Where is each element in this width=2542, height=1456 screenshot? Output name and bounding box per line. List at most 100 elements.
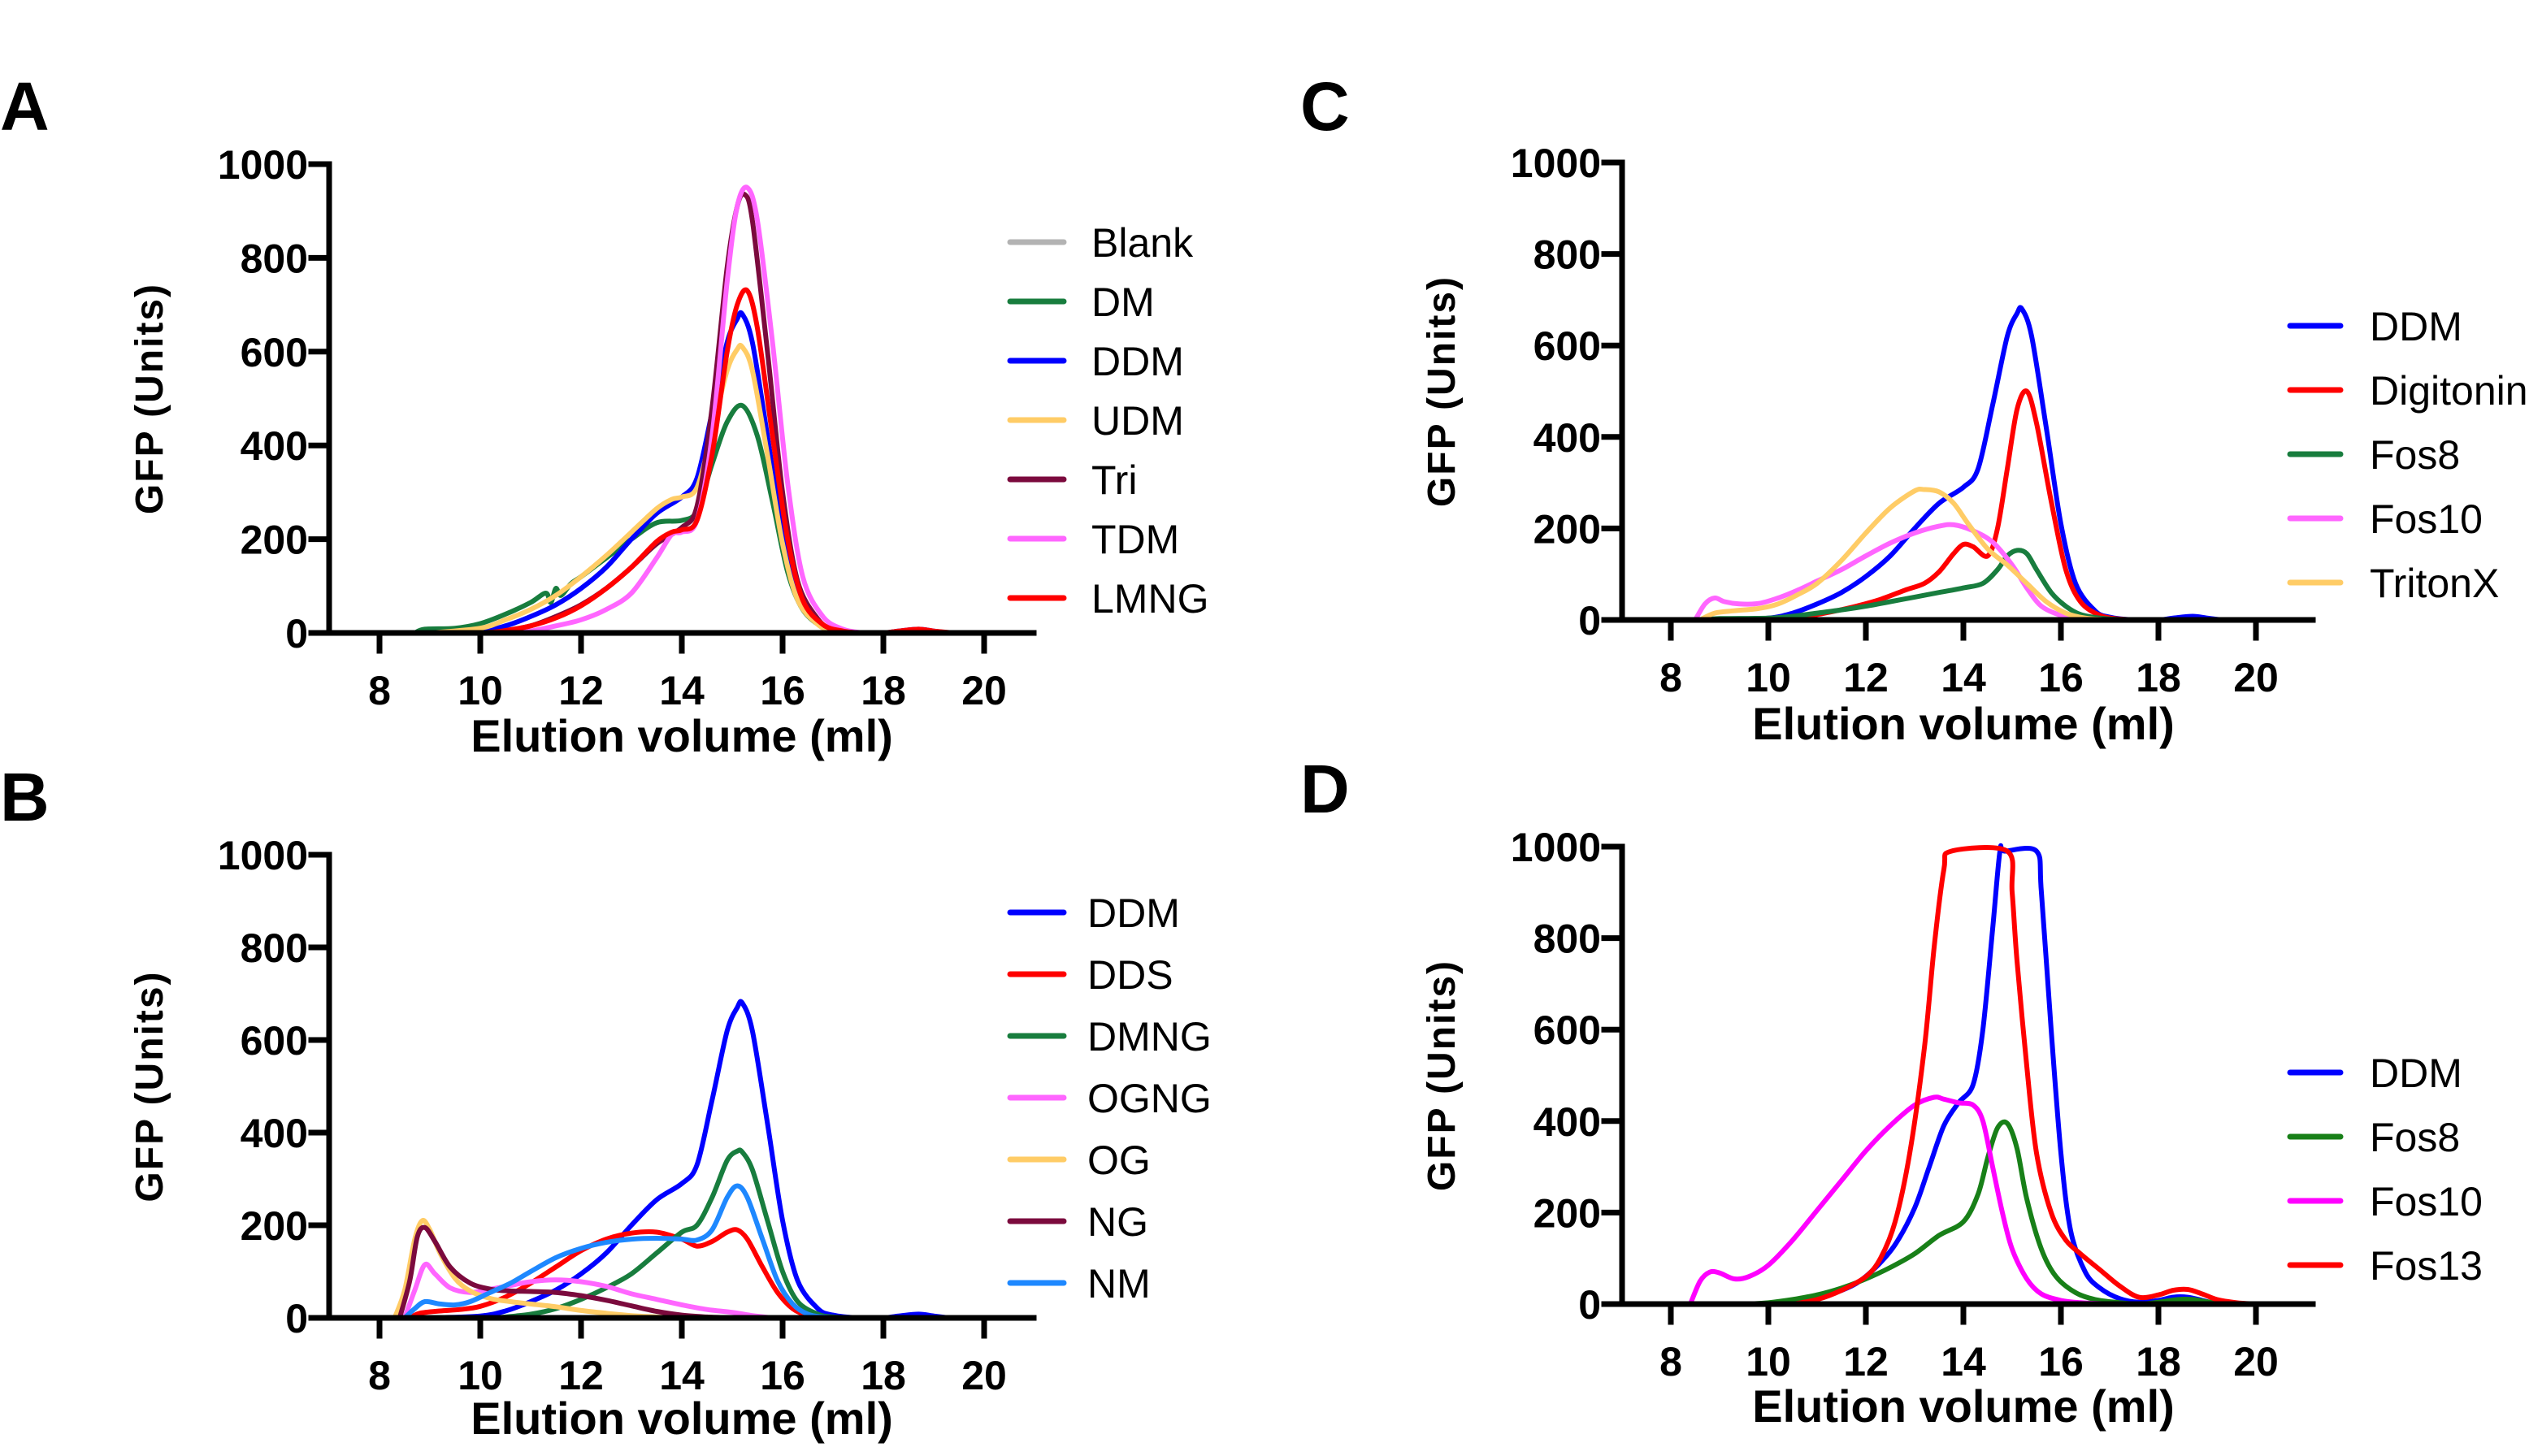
series-line-nm (402, 1183, 846, 1320)
x-tick-label: 16 (2038, 1339, 2084, 1384)
legend-label: OG (1087, 1138, 1151, 1183)
y-axis-title: GFP (Units) (128, 970, 171, 1202)
legend-item: TDM (1007, 517, 1179, 562)
y-tick-label: 200 (241, 1203, 308, 1249)
legend-label: Fos13 (2370, 1243, 2483, 1289)
x-tick-label: 18 (2136, 655, 2181, 700)
x-tick-label: 18 (2136, 1339, 2181, 1384)
series-line-udm (427, 342, 861, 635)
legend-label: DMNG (1087, 1014, 1212, 1060)
legend-label: LMNG (1091, 576, 1208, 622)
legend-item: Fos8 (2287, 432, 2460, 478)
y-tick-label: 600 (1533, 1008, 1601, 1053)
series-line-ddm (1717, 305, 2224, 623)
x-tick-label: 8 (1659, 1339, 1682, 1384)
legend-item: Fos13 (2287, 1243, 2483, 1289)
legend-item: Fos8 (2287, 1115, 2460, 1160)
series-line-fos10 (1688, 1094, 2141, 1307)
panel-letter: D (1300, 751, 1350, 827)
x-tick-label: 16 (760, 668, 805, 713)
x-tick-label: 20 (2233, 1339, 2279, 1384)
legend-label: Blank (1091, 220, 1194, 266)
series-line-ogng (402, 1261, 775, 1320)
y-tick-label: 200 (1533, 1190, 1601, 1236)
y-tick-label: 800 (241, 925, 308, 971)
x-axis-title: Elution volume (ml) (471, 710, 893, 761)
legend-label: DDM (2370, 304, 2462, 349)
legend: DDM Digitonin Fos8 Fos10 TritonX (2287, 304, 2528, 606)
x-tick-label: 20 (2233, 655, 2279, 700)
x-tick-label: 20 (961, 668, 1007, 713)
legend-label: TritonX (2370, 561, 2499, 606)
series-line-fos8 (1703, 548, 2141, 622)
legend-item: DMNG (1007, 1014, 1212, 1060)
x-tick-label: 18 (861, 1353, 906, 1398)
panel-b: B 0 200 400 600 800 1000 8 10 12 14 16 18 20 Elution v… (0, 759, 1212, 1444)
x-tick-label: 10 (458, 668, 503, 713)
y-axis-title: GFP (Units) (128, 283, 171, 514)
x-tick-label: 10 (1746, 1339, 1791, 1384)
y-tick-label: 0 (1578, 598, 1601, 644)
legend-label: NM (1087, 1261, 1151, 1306)
legend-label: DDM (1091, 339, 1184, 384)
legend-label: NG (1087, 1199, 1148, 1245)
legend-label: DDS (1087, 952, 1173, 998)
series-line-fos8 (1707, 1119, 2229, 1307)
panel-letter: C (1300, 68, 1350, 145)
y-axis-title: GFP (Units) (1421, 275, 1464, 507)
x-axis-title: Elution volume (ml) (471, 1393, 893, 1444)
legend-item: DDM (2287, 1051, 2462, 1096)
series-line-fos10 (1693, 522, 2122, 622)
y-tick-label: 200 (1533, 506, 1601, 552)
series-line-ng (397, 1224, 735, 1320)
x-tick-label: 16 (760, 1353, 805, 1398)
x-tick-label: 12 (1843, 1339, 1889, 1384)
series-line-tritonx (1698, 486, 2112, 622)
y-tick-label: 1000 (218, 142, 308, 188)
y-tick-label: 800 (1533, 916, 1601, 962)
x-tick-label: 14 (1941, 1339, 1986, 1384)
legend-item: NG (1007, 1199, 1148, 1245)
series-group (392, 999, 952, 1321)
legend-label: DDM (2370, 1051, 2462, 1096)
legend-label: Fos8 (2370, 432, 2460, 478)
legend-label: TDM (1091, 517, 1179, 562)
y-tick-label: 1000 (218, 833, 308, 878)
legend-label: Fos10 (2370, 496, 2483, 542)
panel-letter: B (0, 759, 50, 835)
legend-label: Fos10 (2370, 1179, 2483, 1224)
y-tick-label: 1000 (1511, 141, 1601, 186)
x-tick-label: 14 (659, 668, 705, 713)
legend-item: DDM (1007, 890, 1180, 936)
legend: Blank DM DDM UDM Tri TDM LMNG (1007, 220, 1208, 622)
y-tick-label: 600 (241, 1018, 308, 1064)
legend-item: Tri (1007, 457, 1137, 503)
x-tick-label: 8 (1659, 655, 1682, 700)
x-tick-label: 16 (2038, 655, 2084, 700)
legend-item: Digitonin (2287, 368, 2528, 414)
legend-item: OGNG (1007, 1076, 1212, 1121)
y-tick-label: 0 (285, 611, 308, 656)
x-axis-title: Elution volume (ml) (1752, 698, 2175, 749)
legend: DDM Fos8 Fos10 Fos13 (2287, 1051, 2483, 1289)
series-line-ddm (427, 999, 952, 1321)
x-tick-label: 18 (861, 668, 906, 713)
y-tick-label: 600 (241, 330, 308, 375)
y-tick-label: 0 (285, 1296, 308, 1341)
y-tick-label: 1000 (1511, 825, 1601, 870)
series-line-ddm (1776, 843, 2219, 1306)
legend-label: OGNG (1087, 1076, 1212, 1121)
legend-label: Digitonin (2370, 368, 2528, 414)
y-axis-title: GFP (Units) (1421, 960, 1464, 1191)
x-tick-label: 20 (961, 1353, 1007, 1398)
legend-item: NM (1007, 1261, 1151, 1306)
y-tick-label: 400 (241, 423, 308, 469)
legend-item: LMNG (1007, 576, 1208, 622)
y-tick-label: 800 (1533, 232, 1601, 278)
panel-d: D 0 200 400 600 800 1000 8 10 12 14 16 18 20 Elution v… (1300, 751, 2483, 1432)
x-tick-label: 10 (458, 1353, 503, 1398)
legend-item: Fos10 (2287, 1179, 2483, 1224)
legend-item: DDM (1007, 339, 1184, 384)
legend-item: Fos10 (2287, 496, 2483, 542)
